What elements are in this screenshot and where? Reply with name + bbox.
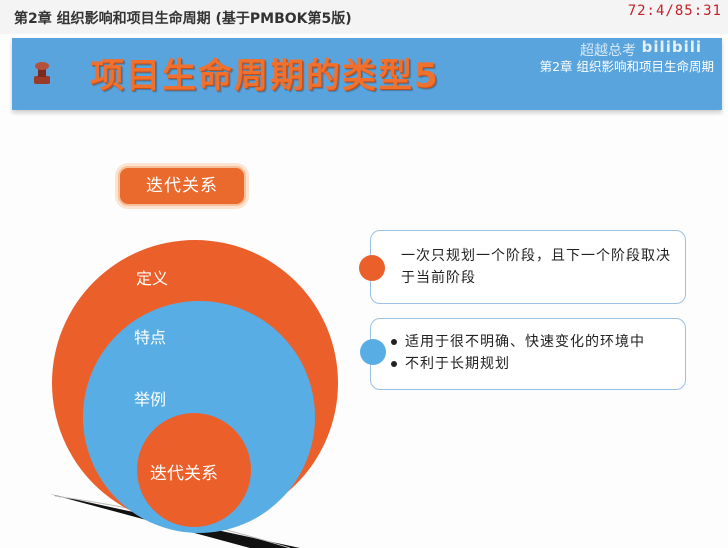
slide-banner: 项目生命周期的类型5 超越总考 bilibili 第2章 组织影响和项目生命周期 [12,38,722,110]
slide-title: 项目生命周期的类型5 [90,56,440,96]
pill-label-iteration: 迭代关系 [118,166,246,206]
playback-timer: 72:4/85:31 [627,3,722,19]
slide: 项目生命周期的类型5 超越总考 bilibili 第2章 组织影响和项目生命周期… [0,34,728,548]
circle-label-definition: 定义 [136,269,169,288]
list-item: 不利于长期规划 [391,353,645,375]
info-box-definition: 一次只规划一个阶段，且下一个阶段取决于当前阶段 [370,230,686,304]
list-item: 适用于很不明确、快速变化的环境中 [391,331,645,353]
orange-dot-marker [359,255,385,281]
window-title: 第2章 组织影响和项目生命周期 (基于PMBOK第5版) [14,11,352,27]
info-box-features: 适用于很不明确、快速变化的环境中 不利于长期规划 [370,318,686,390]
circle-label-iteration: 迭代关系 [150,464,218,484]
circle-label-features: 特点 [134,328,167,347]
blue-dot-marker [360,339,386,365]
watermark-text: 超越总考 [580,43,636,59]
features-list: 适用于很不明确、快速变化的环境中 不利于长期规划 [391,331,645,375]
bilibili-logo: bilibili [641,38,702,56]
seal-stamp-icon [34,62,50,84]
circle-label-examples: 举例 [134,390,167,409]
window-title-bar: 第2章 组织影响和项目生命周期 (基于PMBOK第5版) 72:4/85:31 [0,0,728,35]
slide-subtitle: 第2章 组织影响和项目生命周期 [539,59,714,74]
nested-circles-diagram [50,240,338,548]
core-circle-iteration [137,413,251,527]
info-box-definition-text: 一次只规划一个阶段，且下一个阶段取决于当前阶段 [401,248,671,286]
